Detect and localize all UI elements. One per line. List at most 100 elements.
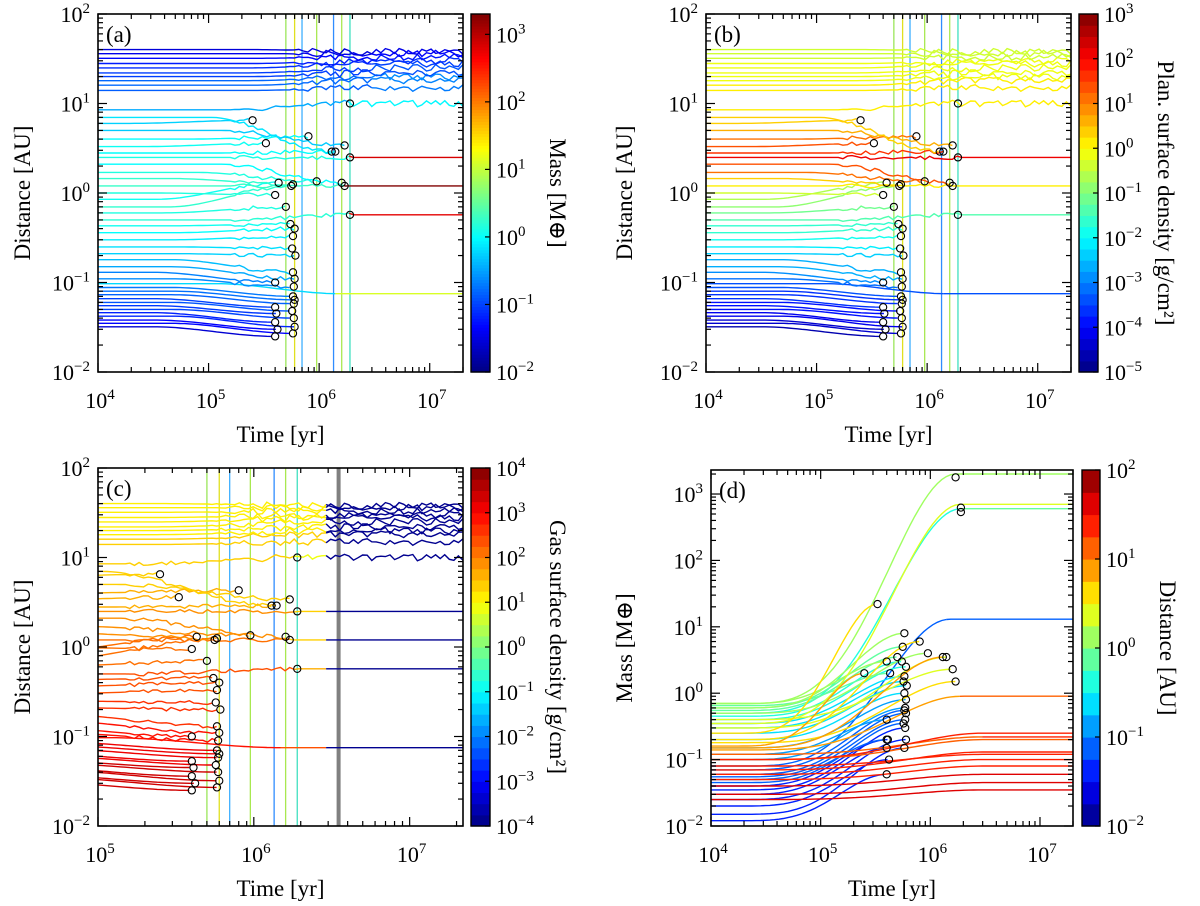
embryo-track (98, 290, 295, 301)
tick-exponent: −2 (682, 359, 698, 375)
embryo-track (371, 47, 463, 55)
colorbar-segment (471, 216, 490, 221)
colorbar-segment (1079, 148, 1098, 161)
colorbar-segment (471, 118, 490, 122)
tick-base: 10 (496, 814, 518, 839)
colorbar-tick-label: 102 (496, 89, 526, 115)
tick-base: 10 (918, 842, 940, 867)
embryo-track (294, 554, 327, 560)
collision-marker (882, 715, 891, 724)
collision-marker (901, 723, 910, 733)
tick-exponent: −1 (682, 270, 698, 286)
embryo-track (979, 76, 1071, 85)
collision-marker (889, 202, 899, 212)
embryo-track (956, 99, 1071, 108)
y-tick-label: 102 (669, 1, 699, 27)
embryo-track (98, 294, 290, 305)
embryo-track (706, 181, 884, 200)
colorbar-segment (1079, 226, 1098, 239)
colorbar-segment (1079, 293, 1098, 306)
colorbar-segment (471, 213, 490, 218)
collision-marker (288, 329, 298, 338)
embryo-track (98, 312, 272, 323)
colorbar-tick-label: 100 (1104, 135, 1134, 161)
embryo-track (706, 286, 898, 297)
colorbar-segment (471, 160, 490, 164)
colorbar-segment (471, 339, 490, 343)
tick-exponent: 4 (720, 841, 728, 857)
collision-marker (948, 141, 957, 150)
collision-marker (956, 507, 966, 517)
colorbar-segment (471, 198, 490, 203)
x-tick-label: 105 (808, 841, 838, 867)
collision-marker (951, 677, 960, 686)
colorbar-segment (471, 52, 490, 57)
colorbar-segment (471, 222, 490, 227)
collision-marker (896, 292, 906, 301)
embryo-track (98, 511, 327, 520)
colorbar-segment (1082, 737, 1100, 760)
tick-base: 10 (52, 725, 74, 750)
y-tick-label: 102 (61, 455, 91, 481)
y-tick-label: 10−2 (52, 359, 90, 385)
colorbar-tick-label: 10−5 (1104, 359, 1142, 385)
collision-marker (202, 656, 212, 666)
colorbar-segment (471, 73, 490, 78)
embryo-track (711, 652, 924, 714)
embryo-track (706, 212, 958, 223)
colorbar-segment (471, 267, 490, 272)
colorbar-segment (1082, 625, 1100, 649)
colorbar-label: Gas surface density [g/cm²] (545, 520, 570, 774)
tick-base: 10 (496, 546, 518, 571)
colorbar-segment (471, 255, 490, 260)
collision-marker (289, 313, 298, 323)
colorbar-segment (471, 115, 490, 120)
tick-base: 10 (52, 271, 74, 296)
y-tick-label: 103 (674, 481, 704, 507)
colorbar-segment (471, 512, 490, 525)
embryo-track (979, 69, 1071, 77)
tick-exponent: 5 (826, 387, 834, 403)
embryo-track (979, 49, 1071, 58)
colorbar-tick-label: 100 (496, 224, 526, 250)
collision-marker (896, 180, 906, 189)
colorbar-segment (471, 602, 490, 615)
embryo-track (98, 134, 309, 141)
colorbar-segment (471, 300, 490, 304)
tick-exponent: −5 (1126, 359, 1142, 375)
embryo-track (98, 322, 290, 335)
embryo-track (98, 171, 313, 184)
colorbar-segment (1079, 36, 1098, 49)
colorbar-segment (1082, 514, 1100, 538)
embryo-track (98, 141, 263, 148)
embryo-track (98, 315, 295, 328)
embryo-track (98, 47, 373, 56)
collision-marker (882, 178, 891, 187)
collision-marker (212, 746, 222, 755)
embryo-track (706, 290, 903, 301)
tick-base: 10 (496, 157, 518, 182)
colorbar-segment (471, 88, 490, 93)
embryo-track (98, 750, 217, 759)
tick-base: 10 (61, 635, 83, 660)
embryo-track (706, 266, 903, 281)
colorbar-segment (471, 249, 490, 254)
embryo-track (98, 252, 295, 258)
colorbar-segment (471, 25, 490, 30)
colorbar-segment (471, 468, 490, 480)
embryo-track (98, 518, 327, 528)
tick-exponent: −2 (74, 359, 90, 375)
y-axis-label: Distance [AU] (10, 580, 35, 715)
colorbar-segment (471, 112, 490, 117)
y-tick-label: 10−1 (52, 270, 90, 296)
embryo-track (706, 58, 981, 66)
tick-exponent: 1 (1128, 546, 1136, 562)
embryo-track (706, 154, 958, 161)
embryo-track (979, 47, 1071, 55)
colorbar-segment (471, 195, 490, 200)
tick-base: 10 (496, 501, 518, 526)
colorbar-segment (471, 591, 490, 603)
tick-exponent: −4 (518, 813, 534, 829)
embryo-track (98, 513, 327, 523)
collision-marker (897, 313, 906, 323)
